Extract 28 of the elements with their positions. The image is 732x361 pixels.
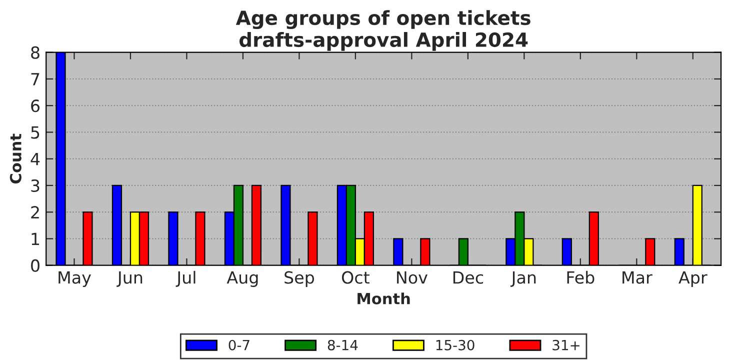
x-tick-label: Apr [678, 271, 708, 288]
x-tick-label: Sep [284, 271, 314, 288]
x-tick-label: Nov [397, 271, 428, 284]
y-tick-label: 1 [32, 232, 40, 246]
y-tick-label: 2 [31, 206, 39, 218]
y-tick-label: 0 [31, 259, 40, 272]
y-tick-label: 3 [31, 179, 40, 192]
x-tick-label: Feb [567, 270, 594, 284]
legend-label: 8-14 [328, 340, 358, 350]
y-tick-label: 5 [31, 126, 40, 139]
x-axis-title: Month [358, 292, 410, 304]
y-tick-label: 6 [31, 100, 40, 112]
x-tick-label: Aug [226, 271, 258, 288]
y-tick-label: 8 [31, 46, 40, 59]
y-axis-title: Count [10, 134, 22, 184]
chart-title: Age groups of open tickets drafts-approval April 2024 [236, 10, 530, 51]
y-tick-label: 4 [30, 153, 40, 166]
legend-label: 15-30 [436, 340, 474, 350]
x-tick-label: Jan [510, 271, 536, 287]
y-tick-label: 7 [31, 73, 40, 86]
x-tick-label: Mar [622, 271, 652, 284]
legend-label: 31+ [552, 340, 580, 350]
x-tick-label: Dec [453, 271, 484, 284]
x-tick-label: Jun [116, 271, 142, 287]
x-tick-label: Oct [342, 271, 370, 284]
x-tick-label: May [58, 271, 91, 288]
legend-label: 0-7 [228, 340, 250, 350]
x-tick-label: Jul [176, 270, 196, 287]
